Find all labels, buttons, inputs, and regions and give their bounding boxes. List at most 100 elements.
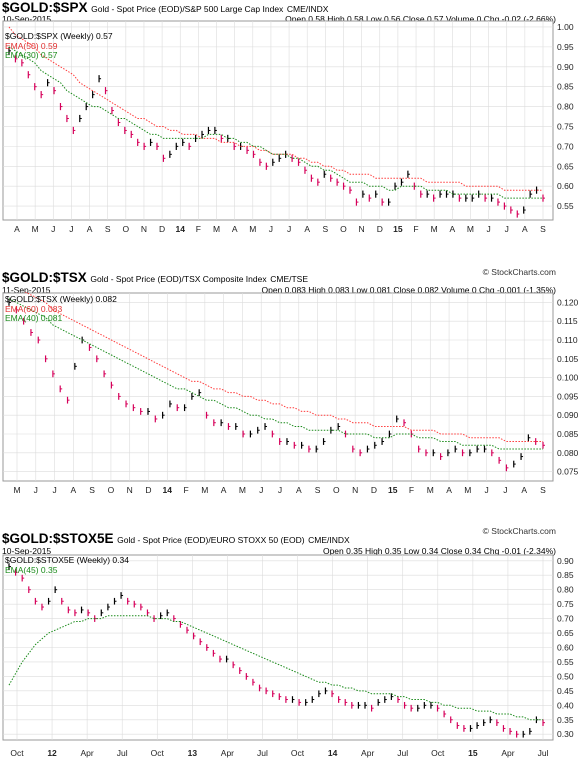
x-tick-label: M	[431, 224, 438, 234]
chart-date: 10-Sep-2015	[2, 14, 52, 24]
ohlc-high: High 0.083	[308, 285, 350, 295]
x-tick-label: 15	[388, 485, 398, 495]
y-tick-label: 0.95	[557, 42, 574, 52]
chart-symbol: $GOLD:$STOX5E	[2, 531, 114, 546]
ohlc-chg: Chg -0.001 (-1.35%)	[478, 285, 556, 295]
ohlc-volume: Volume 0	[445, 14, 482, 24]
x-tick-label: 14	[163, 485, 173, 495]
x-tick-label: J	[485, 485, 489, 495]
ohlc-readout: Open 0.083 High 0.083 Low 0.081 Close 0.…	[261, 285, 556, 295]
x-tick-label: M	[467, 224, 474, 234]
y-tick-label: 0.75	[557, 599, 574, 609]
x-tick-label: F	[409, 485, 414, 495]
x-tick-label: J	[278, 485, 282, 495]
x-tick-label: Apr	[221, 748, 234, 758]
x-tick-label: S	[323, 224, 329, 234]
chart-panel-stox5e: © StockCharts.com $GOLD:$STOX5E Gold - S…	[0, 516, 578, 765]
x-tick-label: M	[464, 485, 471, 495]
y-tick-label: 0.80	[557, 585, 574, 595]
legend-ema-slow: EMA(50) 0.59	[5, 40, 58, 51]
x-tick-label: A	[304, 224, 310, 234]
x-tick-label: J	[34, 485, 38, 495]
x-tick-label: M	[213, 224, 220, 234]
y-tick-label: 0.075	[557, 467, 578, 477]
y-tick-label: 0.70	[557, 614, 574, 624]
chart-description: Gold - Spot Price (EOD)/EURO STOXX 50 (E…	[117, 535, 305, 545]
x-tick-label: A	[14, 224, 20, 234]
x-tick-label: J	[259, 485, 263, 495]
y-tick-label: 0.55	[557, 657, 574, 667]
ohlc-chg: Chg -0.02 (-2.66%)	[483, 14, 556, 24]
ohlc-close: Close 0.082	[393, 285, 439, 295]
x-tick-label: A	[71, 485, 77, 495]
x-tick-label: N	[127, 485, 133, 495]
x-tick-label: Oct	[10, 748, 24, 758]
x-tick-label: M	[13, 485, 20, 495]
x-tick-label: Jul	[397, 748, 408, 758]
y-tick-label: 0.85	[557, 82, 574, 92]
ohlc-open: Open 0.58	[285, 14, 325, 24]
x-tick-label: M	[249, 224, 256, 234]
y-tick-label: 0.85	[557, 570, 574, 580]
x-tick-label: A	[521, 485, 527, 495]
plot-frame	[2, 20, 554, 221]
y-tick-label: 1.00	[557, 22, 574, 32]
y-tick-label: 0.50	[557, 671, 574, 681]
x-tick-label: 14	[328, 748, 338, 758]
y-tick-label: 0.40	[557, 700, 574, 710]
y-tick-label: 0.095	[557, 391, 578, 401]
x-tick-label: A	[449, 224, 455, 234]
x-tick-label: D	[159, 224, 165, 234]
x-tick-label: Oct	[151, 748, 165, 758]
x-tick-label: A	[296, 485, 302, 495]
x-tick-label: J	[505, 224, 509, 234]
chart-date: 10-Sep-2015	[2, 546, 52, 556]
x-tick-label: O	[123, 224, 130, 234]
x-tick-label: O	[108, 485, 115, 495]
ohlc-low: Low 0.34	[403, 546, 439, 556]
ohlc-close: Close 0.57	[402, 14, 444, 24]
y-tick-label: 0.65	[557, 161, 574, 171]
x-tick-label: F	[413, 224, 418, 234]
y-tick-label: 0.100	[557, 373, 578, 383]
x-tick-label: J	[51, 224, 55, 234]
x-tick-label: S	[89, 485, 95, 495]
x-tick-label: J	[503, 485, 507, 495]
x-tick-label: J	[269, 224, 273, 234]
x-tick-label: 12	[47, 748, 57, 758]
chart-exchange: CME/TSE	[270, 274, 308, 284]
y-tick-label: 0.45	[557, 686, 574, 696]
y-tick-label: 0.090	[557, 410, 578, 420]
y-tick-label: 0.80	[557, 102, 574, 112]
ema-line	[8, 46, 543, 199]
x-tick-label: O	[333, 485, 340, 495]
x-tick-label: A	[522, 224, 528, 234]
y-tick-label: 0.60	[557, 643, 574, 653]
chart-legend: $GOLD:$SPX (Weekly) 0.57 EMA(50) 0.59 EM…	[5, 31, 113, 61]
ohlc-high: High 0.35	[365, 546, 402, 556]
chart-legend: $GOLD:$STOX5E (Weekly) 0.34 EMA(45) 0.35	[5, 555, 129, 575]
chart-exchange: CME/INDX	[308, 535, 350, 545]
x-tick-label: A	[446, 485, 452, 495]
x-tick-label: S	[540, 485, 546, 495]
ohlc-close: Close 0.34	[440, 546, 482, 556]
x-tick-label: M	[427, 485, 434, 495]
x-tick-label: D	[371, 485, 377, 495]
x-tick-label: J	[287, 224, 291, 234]
legend-ema-fast: EMA(40) 0.081	[5, 313, 63, 323]
ohlc-open: Open 0.35	[322, 546, 363, 556]
ohlc-readout: Open 0.58 High 0.58 Low 0.56 Close 0.57 …	[285, 14, 556, 24]
x-tick-label: J	[486, 224, 490, 234]
y-tick-label: 0.115	[557, 316, 578, 326]
chart-panel-tsx: © StockCharts.com $GOLD:$TSX Gold - Spot…	[0, 262, 578, 516]
x-tick-label: S	[105, 224, 111, 234]
ema-line	[8, 298, 543, 450]
legend-ema-fast: EMA(30) 0.57	[5, 50, 58, 60]
x-tick-label: A	[232, 224, 238, 234]
ema-line	[8, 615, 543, 721]
ohlc-readout: Open 0.35 High 0.35 Low 0.34 Close 0.34 …	[323, 546, 556, 556]
y-tick-label: 0.90	[557, 62, 574, 72]
legend-price: $GOLD:$TSX (Weekly) 0.082	[5, 294, 117, 304]
x-tick-label: F	[196, 224, 201, 234]
x-tick-label: N	[352, 485, 358, 495]
